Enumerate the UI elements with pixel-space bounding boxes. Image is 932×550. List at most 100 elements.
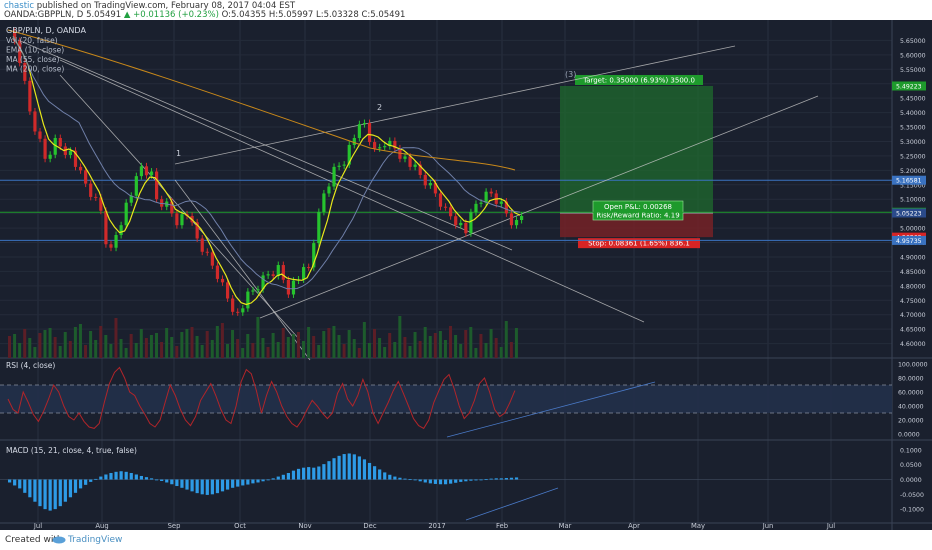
candle-body — [291, 280, 296, 295]
macd-bar — [251, 479, 255, 484]
price-axis-tick: 5.10000 — [900, 197, 926, 204]
time-axis-tick: Apr — [628, 522, 640, 530]
candle-body — [160, 199, 164, 207]
chart-canvas[interactable]: Target: 0.35000 (6.93%) 3500.0 Open P&L: … — [0, 20, 932, 530]
macd-bar — [317, 466, 321, 480]
volume-bar — [494, 338, 498, 358]
macd-bar — [276, 476, 280, 480]
volume-bar — [18, 343, 22, 358]
author-link[interactable]: chastic — [4, 1, 35, 11]
macd-bar — [367, 462, 372, 480]
candle-body — [469, 212, 473, 234]
macd-bar — [149, 478, 154, 480]
candle-body — [43, 138, 47, 159]
macd-bar — [449, 479, 453, 484]
candle-body — [84, 170, 88, 184]
price-label-bg — [892, 235, 926, 245]
candle-body — [175, 213, 179, 226]
volume-bar — [84, 345, 88, 358]
candle-body — [261, 275, 265, 290]
macd-bar — [99, 476, 103, 480]
volume-bar — [205, 331, 209, 358]
volume-bar — [139, 329, 143, 358]
macd-bar — [357, 456, 361, 480]
macd-bar — [241, 479, 245, 486]
macd-bar — [286, 473, 291, 480]
macd-bar — [464, 479, 468, 482]
macd-bar — [129, 473, 133, 480]
candle-body — [13, 31, 17, 42]
candle-body — [58, 138, 62, 147]
candle-body — [484, 191, 488, 203]
price-axis-tick: 5.55000 — [900, 67, 926, 74]
candle-body — [256, 289, 260, 291]
tradingview-brand[interactable]: TradingView — [68, 535, 123, 545]
macd-bar — [474, 479, 478, 481]
macd-bar — [352, 454, 356, 480]
chart-header: chastic published on TradingView.com, Fe… — [0, 0, 932, 20]
macd-bar — [307, 467, 311, 480]
candle-body — [428, 183, 432, 186]
time-axis-tick: Jul — [826, 522, 835, 530]
macd-bar — [433, 479, 438, 484]
time-axis-tick: Feb — [496, 522, 508, 530]
volume-bar — [160, 342, 164, 358]
macd-bar — [68, 479, 73, 498]
macd-bar — [413, 479, 417, 481]
chart-area[interactable]: Target: 0.35000 (6.93%) 3500.0 Open P&L: … — [0, 20, 932, 530]
macd-bar — [494, 478, 498, 480]
candle-body — [372, 142, 377, 149]
volume-bar — [43, 330, 47, 358]
volume-bar — [514, 328, 518, 358]
trade-stop-label-bg — [578, 238, 700, 249]
volume-bar — [454, 335, 458, 358]
price-axis-tick: 4.80000 — [900, 283, 926, 290]
macd-bar — [190, 479, 194, 492]
volume-bar — [388, 333, 392, 358]
candle-body — [312, 243, 316, 268]
volume-bar — [347, 330, 351, 358]
published-text: published on TradingView.com, February 0… — [36, 1, 296, 11]
macd-bar — [327, 461, 331, 480]
candle-body — [413, 164, 417, 167]
candle-body — [23, 62, 27, 81]
macd-bar — [53, 479, 57, 510]
volume-bar — [165, 328, 169, 358]
volume-bar — [13, 334, 17, 358]
volume-bar — [418, 341, 422, 358]
volume-bar — [231, 330, 235, 358]
volume-bar — [312, 336, 316, 358]
macd-bar — [423, 479, 427, 483]
indicator-legend: MA (55, close) — [6, 55, 60, 64]
candle-body — [438, 193, 443, 207]
volume-bar — [352, 339, 356, 358]
candle-body — [327, 186, 331, 194]
volume-bar — [428, 336, 432, 358]
volume-bar — [220, 323, 224, 358]
volume-bar — [469, 327, 473, 358]
candle-body — [449, 207, 453, 217]
candle-body — [94, 196, 98, 198]
volume-bar — [190, 327, 194, 358]
volume-bar — [464, 330, 468, 358]
wave-label: 1 — [176, 149, 181, 158]
trade-target-label-bg — [575, 74, 703, 85]
macd-axis-tick: -0.1000 — [900, 507, 924, 514]
candle-body — [251, 290, 255, 292]
candle-body — [104, 210, 108, 245]
macd-bar — [342, 454, 346, 480]
volume-bar — [459, 344, 463, 358]
volume-bar — [149, 335, 153, 358]
macd-bar — [28, 479, 32, 498]
tradingview-logo-icon — [52, 536, 66, 544]
macd-axis-tick: -0.0500 — [900, 492, 924, 499]
volume-bar — [185, 329, 189, 358]
trend-line — [17, 39, 513, 251]
volume-bar — [479, 334, 483, 358]
price-axis-tick: 5.35000 — [900, 125, 926, 132]
macd-bar — [281, 474, 285, 480]
macd-bar — [383, 472, 387, 480]
macd-bar — [271, 478, 275, 480]
candle-body — [114, 235, 118, 248]
price-axis-tick: 5.40000 — [900, 110, 926, 117]
